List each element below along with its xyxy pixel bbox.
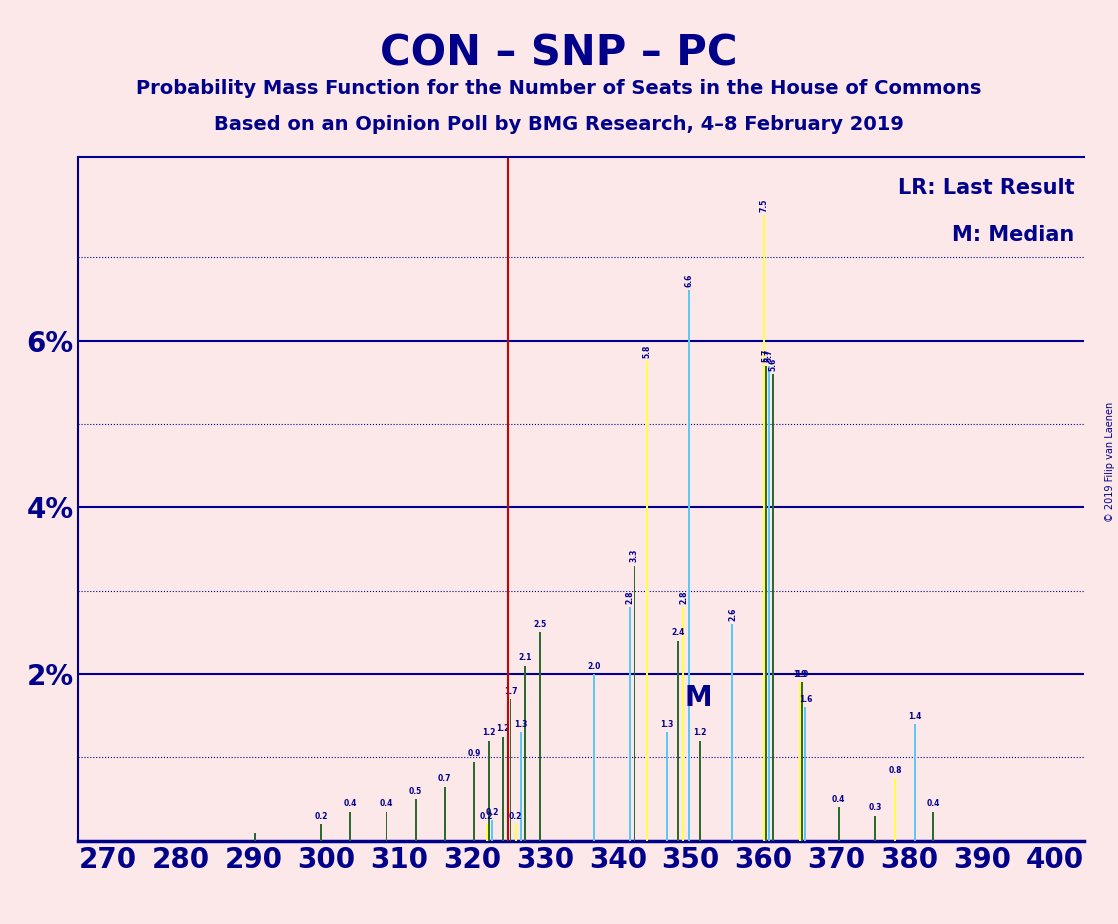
Bar xyxy=(773,374,774,841)
Bar xyxy=(762,215,765,841)
Text: 2.1: 2.1 xyxy=(519,653,532,663)
Bar xyxy=(386,811,388,841)
Text: CON – SNP – PC: CON – SNP – PC xyxy=(380,32,738,74)
Text: 2.0: 2.0 xyxy=(587,662,600,671)
Text: 2.6: 2.6 xyxy=(728,607,737,621)
Bar xyxy=(765,366,767,841)
Bar xyxy=(932,811,935,841)
Bar xyxy=(837,808,840,841)
Bar xyxy=(913,724,916,841)
Text: 1.2: 1.2 xyxy=(693,728,707,737)
Bar xyxy=(805,708,806,841)
Bar xyxy=(682,607,684,841)
Text: 3.3: 3.3 xyxy=(629,549,639,563)
Text: M: Median: M: Median xyxy=(953,225,1074,246)
Bar xyxy=(491,820,493,841)
Text: LR: Last Result: LR: Last Result xyxy=(898,177,1074,198)
Text: 1.2: 1.2 xyxy=(482,728,495,737)
Text: Based on an Opinion Poll by BMG Research, 4–8 February 2019: Based on an Opinion Poll by BMG Research… xyxy=(214,116,904,135)
Text: 0.9: 0.9 xyxy=(467,749,481,759)
Text: 2.5: 2.5 xyxy=(533,620,547,629)
Bar xyxy=(688,290,690,841)
Bar xyxy=(894,778,896,841)
Bar xyxy=(799,683,800,841)
Text: 1.3: 1.3 xyxy=(660,720,673,729)
Text: 1.4: 1.4 xyxy=(908,711,921,721)
Text: 0.2: 0.2 xyxy=(485,808,499,817)
Text: 2.4: 2.4 xyxy=(672,628,685,638)
Bar xyxy=(514,824,517,841)
Bar xyxy=(593,675,595,841)
Bar xyxy=(678,640,679,841)
Text: 2.8: 2.8 xyxy=(679,590,688,604)
Bar xyxy=(524,665,525,841)
Bar xyxy=(444,786,446,841)
Bar xyxy=(255,833,256,841)
Text: 2.8: 2.8 xyxy=(626,590,635,604)
Bar xyxy=(874,816,877,841)
Text: 0.4: 0.4 xyxy=(832,796,845,804)
Text: 1.9: 1.9 xyxy=(795,670,808,679)
Text: 0.2: 0.2 xyxy=(314,812,328,821)
Text: 0.4: 0.4 xyxy=(380,799,394,808)
Text: 0.3: 0.3 xyxy=(869,804,882,812)
Text: 1.9: 1.9 xyxy=(794,670,807,679)
Text: 1.3: 1.3 xyxy=(514,720,528,729)
Text: 0.7: 0.7 xyxy=(438,774,452,784)
Bar xyxy=(510,699,511,841)
Text: 0.8: 0.8 xyxy=(888,766,901,775)
Bar xyxy=(485,824,487,841)
Text: 5.8: 5.8 xyxy=(643,345,652,358)
Text: 6.6: 6.6 xyxy=(684,274,693,287)
Bar xyxy=(666,733,667,841)
Text: 7.5: 7.5 xyxy=(759,199,768,213)
Text: 1.6: 1.6 xyxy=(798,695,812,704)
Bar xyxy=(731,624,733,841)
Bar xyxy=(520,733,522,841)
Text: 0.5: 0.5 xyxy=(409,787,423,796)
Bar xyxy=(473,761,475,841)
Text: 5.6: 5.6 xyxy=(768,358,777,371)
Bar xyxy=(487,741,490,841)
Bar xyxy=(320,824,322,841)
Bar xyxy=(349,811,351,841)
Text: M: M xyxy=(684,684,712,711)
Text: 0.4: 0.4 xyxy=(343,799,357,808)
Bar xyxy=(415,799,417,841)
Text: 5.7: 5.7 xyxy=(765,349,774,362)
Bar xyxy=(699,741,701,841)
Bar xyxy=(768,366,770,841)
Bar xyxy=(629,607,632,841)
Bar xyxy=(802,683,803,841)
Text: 0.2: 0.2 xyxy=(509,812,522,821)
Bar xyxy=(502,736,504,841)
Bar xyxy=(539,632,541,841)
Text: Probability Mass Function for the Number of Seats in the House of Commons: Probability Mass Function for the Number… xyxy=(136,79,982,98)
Text: © 2019 Filip van Laenen: © 2019 Filip van Laenen xyxy=(1105,402,1115,522)
Text: 1.2: 1.2 xyxy=(496,724,510,734)
Text: 5.7: 5.7 xyxy=(761,349,770,362)
Bar xyxy=(634,565,635,841)
Bar xyxy=(646,361,648,841)
Text: 0.4: 0.4 xyxy=(927,799,940,808)
Text: 0.2: 0.2 xyxy=(480,812,493,821)
Text: 1.7: 1.7 xyxy=(504,687,518,696)
